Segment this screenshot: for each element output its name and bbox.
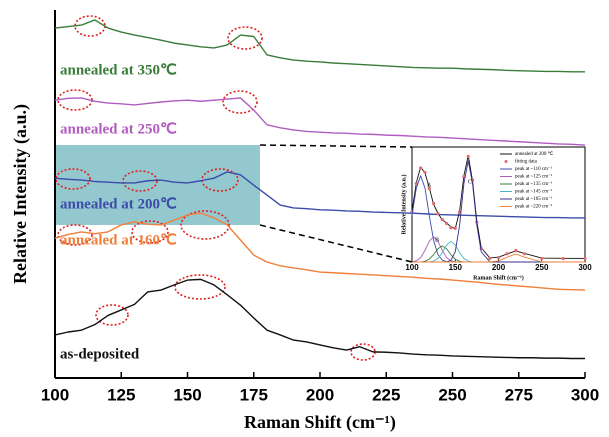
peak-marker — [180, 210, 230, 240]
data-point — [457, 210, 462, 214]
data-point — [440, 217, 444, 222]
peak-marker — [222, 90, 258, 114]
data-point — [449, 226, 453, 230]
data-point — [561, 256, 565, 261]
legend-label: fitting data — [515, 160, 538, 165]
x-tick-label: 100 — [41, 385, 69, 404]
connector — [259, 144, 413, 148]
x-tick-label: 100 — [405, 263, 419, 272]
x-tick-label: 150 — [173, 385, 201, 404]
data-point — [540, 256, 544, 261]
x-tick-label: 175 — [240, 385, 268, 404]
series-line — [412, 253, 585, 263]
data-point — [505, 252, 509, 256]
peak-marker — [57, 224, 93, 246]
series-line — [54, 278, 585, 360]
series-line — [54, 171, 585, 219]
peak-marker — [174, 274, 226, 300]
series-label: annealed at 250℃ — [60, 121, 177, 137]
x-tick-label: 200 — [492, 263, 506, 272]
data-point — [514, 248, 518, 253]
series-line — [54, 97, 586, 146]
x-tick-label: 300 — [578, 263, 592, 272]
inset-frame — [411, 146, 586, 263]
legend-label: peak at ~110 cm⁻¹ — [515, 166, 553, 172]
peak-marker — [122, 170, 158, 192]
data-point — [466, 154, 470, 159]
data-point — [423, 170, 427, 174]
data-point — [432, 201, 436, 206]
data-point — [453, 226, 457, 230]
data-point — [419, 166, 423, 170]
peak-marker — [55, 168, 91, 190]
series-label: as-deposited — [60, 346, 140, 362]
data-point — [427, 186, 431, 191]
y-axis-label: Relative Intensity (a.u.) — [400, 175, 407, 235]
peak-marker — [350, 343, 376, 361]
data-point — [496, 255, 501, 260]
connector — [259, 224, 413, 263]
annotation: B — [435, 237, 439, 243]
data-point — [445, 221, 449, 226]
x-axis-label: Raman Shift (cm⁻¹) — [473, 274, 524, 281]
x-tick-label: 150 — [449, 263, 463, 272]
legend-swatch — [504, 160, 508, 163]
x-tick-label: 300 — [571, 385, 599, 404]
annotation: A — [427, 182, 432, 188]
x-tick-label: 250 — [535, 263, 549, 272]
annotation: C — [468, 179, 472, 185]
data-point — [414, 181, 418, 186]
peak-marker — [227, 26, 263, 50]
legend-label: peak at ~135 cm⁻¹ — [515, 181, 553, 187]
x-tick-label: 200 — [306, 385, 334, 404]
legend-label: peak at ~165 cm⁻¹ — [515, 196, 553, 202]
data-point — [522, 252, 527, 256]
highlight-region — [55, 145, 260, 225]
x-tick-label: 275 — [505, 385, 533, 404]
series-line — [54, 212, 586, 291]
legend-label: peak at ~125 cm⁻¹ — [515, 174, 553, 180]
data-point — [436, 211, 440, 216]
data-point — [488, 256, 492, 260]
series-label: annealed at 200℃ — [60, 196, 177, 212]
legend-label: annealed at 200 ℃ — [515, 151, 554, 157]
series-label: annealed at 350℃ — [60, 62, 177, 78]
x-tick-label: 125 — [107, 385, 135, 404]
legend-label: peak at ~220 cm⁻¹ — [515, 204, 553, 210]
series-line — [54, 19, 585, 73]
peak-marker — [95, 304, 129, 326]
peak-marker — [131, 220, 169, 244]
data-point — [583, 256, 587, 261]
series-label: annealed at 160℃ — [60, 232, 177, 248]
y-axis-label: Relative Intensity (a.u.) — [10, 104, 31, 284]
x-tick-label: 225 — [372, 385, 400, 404]
x-axis-label: Raman Shift (cm⁻¹) — [244, 412, 396, 433]
x-tick-label: 250 — [438, 385, 466, 404]
legend-label: peak at ~145 cm⁻¹ — [515, 189, 553, 195]
